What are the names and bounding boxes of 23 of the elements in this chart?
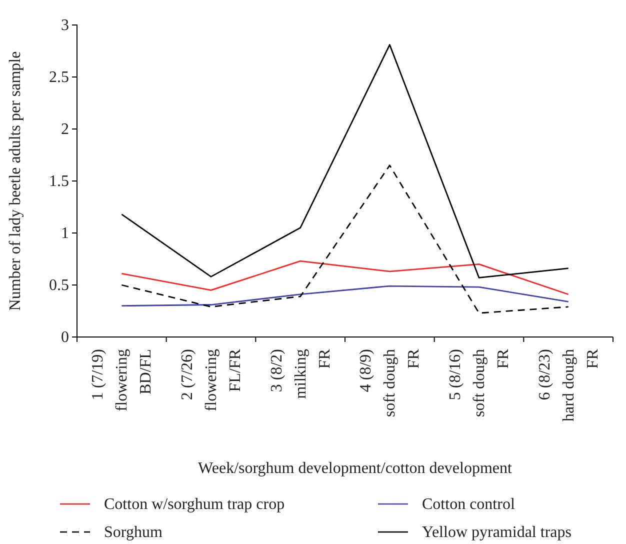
x-axis-title: Week/sorghum development/cotton development xyxy=(198,460,512,477)
legend-label: Yellow pyramidal traps xyxy=(422,524,572,541)
y-axis-title: Number of lady beetle adults per sample xyxy=(7,51,24,311)
line-series xyxy=(120,164,570,314)
y-tick-label: 2.5 xyxy=(49,69,69,86)
x-tick-label: 6 (8/23) hard dough FR xyxy=(536,348,602,422)
y-tick-label: 0.5 xyxy=(49,277,69,294)
line-series xyxy=(120,285,570,306)
legend-label: Cotton control xyxy=(422,496,516,513)
legend-label: Cotton w/sorghum trap crop xyxy=(104,496,285,513)
line-series xyxy=(120,44,570,278)
y-tick-label: 3 xyxy=(61,17,69,34)
line-series xyxy=(120,260,570,296)
y-tick-label: 1.5 xyxy=(49,173,69,190)
x-tick-label: 5 (8/16) soft dough FR xyxy=(447,348,512,417)
legend-label: Sorghum xyxy=(104,524,163,541)
y-tick-label: 1 xyxy=(61,225,69,242)
x-tick-label: 3 (8/2) milking FR xyxy=(268,348,334,399)
y-tick-label: 2 xyxy=(61,121,69,138)
x-tick-label: 4 (8/9) soft dough FR xyxy=(358,348,423,417)
x-tick-label: 1 (7/19) flowering BD/FL xyxy=(90,349,155,412)
x-tick-label: 2 (7/26) flowering FL/FR xyxy=(179,348,244,412)
y-tick-label: 0 xyxy=(61,329,69,346)
